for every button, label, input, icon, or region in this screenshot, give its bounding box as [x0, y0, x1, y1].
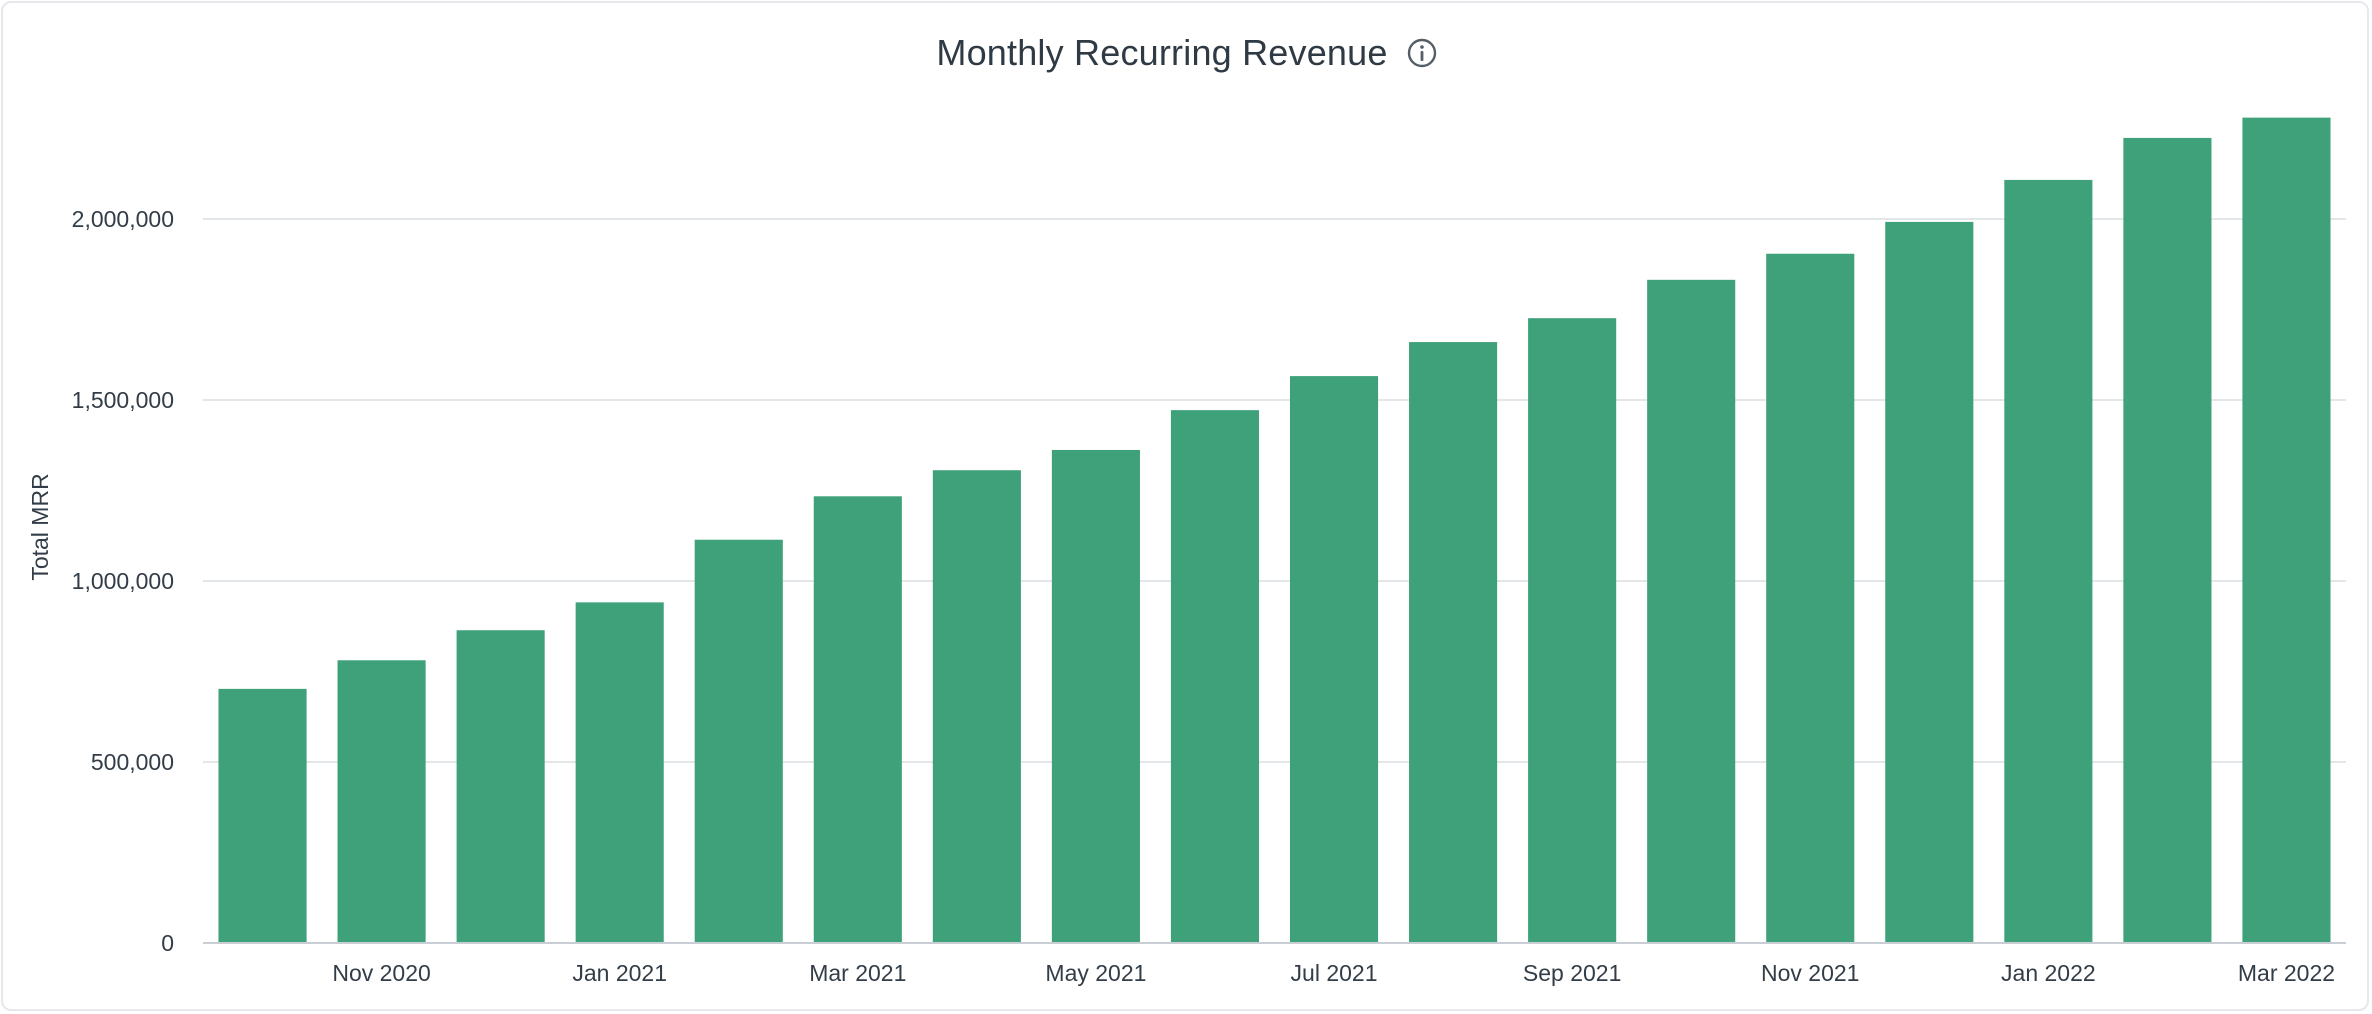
gridlines	[203, 218, 2346, 763]
x-tick-label: Mar 2022	[2238, 960, 2335, 986]
chart-header: Monthly Recurring Revenue	[3, 27, 2371, 79]
x-tick-label: Mar 2021	[809, 960, 906, 986]
x-tick-label: Nov 2021	[1761, 960, 1859, 986]
bar-jun-2021[interactable]	[1170, 410, 1260, 943]
bar-dec-2020[interactable]	[456, 630, 545, 943]
bar-jan-2021[interactable]	[575, 602, 664, 943]
bar-may-2021[interactable]	[1051, 449, 1140, 943]
x-tick-label: Jan 2021	[572, 960, 667, 986]
bar-aug-2021[interactable]	[1409, 342, 1498, 944]
x-tick-label: Jan 2022	[2001, 960, 2096, 986]
bar-apr-2021[interactable]	[932, 470, 1021, 943]
y-tick-labels: 0 500,000 1,000,000 1,500,000 2,000,000	[72, 206, 174, 956]
y-tick-label: 2,000,000	[72, 206, 174, 232]
bar-mar-2022[interactable]	[2242, 117, 2331, 943]
bar-nov-2020[interactable]	[337, 660, 426, 943]
y-tick-label: 1,000,000	[72, 568, 174, 594]
bar-mar-2021[interactable]	[813, 496, 902, 943]
bar-nov-2021[interactable]	[1766, 253, 1855, 943]
y-tick-label: 1,500,000	[72, 387, 174, 413]
x-tick-label: Jul 2021	[1291, 960, 1378, 986]
bar-jul-2021[interactable]	[1289, 376, 1379, 943]
bar-oct-2021[interactable]	[1647, 279, 1736, 943]
chart-title: Monthly Recurring Revenue	[936, 32, 1388, 73]
y-axis-title: Total MRR	[27, 473, 53, 580]
bar-feb-2022[interactable]	[2123, 137, 2212, 944]
info-circle-icon[interactable]	[1406, 37, 1438, 69]
y-tick-label: 500,000	[91, 749, 174, 775]
x-tick-label: Nov 2020	[332, 960, 430, 986]
bar-dec-2021[interactable]	[1885, 221, 1974, 943]
x-tick-label: Sep 2021	[1523, 960, 1621, 986]
y-tick-label: 0	[161, 930, 174, 956]
bars	[218, 117, 2331, 944]
bar-oct-2020[interactable]	[218, 688, 307, 943]
bar-jan-2022[interactable]	[2004, 179, 2093, 944]
x-tick-labels: Nov 2020 Jan 2021 Mar 2021 May 2021 Jul 2021…	[332, 960, 2335, 986]
x-tick-label: May 2021	[1045, 960, 1146, 986]
bar-feb-2021[interactable]	[694, 539, 783, 943]
bar-sep-2021[interactable]	[1528, 318, 1617, 943]
